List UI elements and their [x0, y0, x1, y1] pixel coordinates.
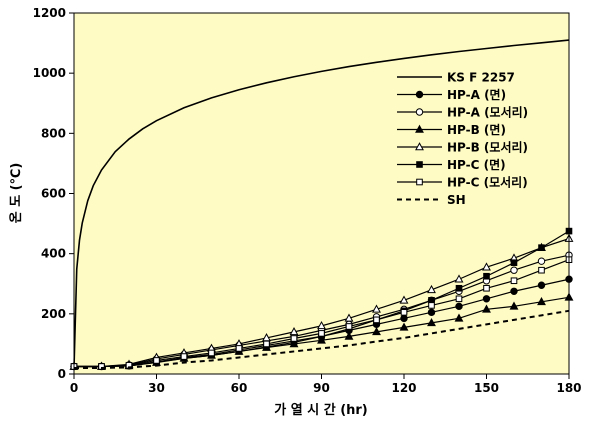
y-tick-label: 1200 [33, 6, 66, 20]
data-point-hp-b-face-3 [372, 327, 381, 336]
legend-label: HP-A (모서리) [447, 105, 528, 120]
y-tick-label: 1000 [33, 66, 66, 80]
data-point-hp-b-face-3 [427, 318, 436, 327]
legend-label: SH [447, 193, 466, 207]
data-point-hp-b-corner-4 [454, 274, 464, 283]
data-point-hp-c-corner-6 [428, 302, 435, 309]
x-tick-label: 180 [556, 381, 581, 395]
legend-label: HP-A (면) [447, 87, 506, 102]
data-point-hp-a-face-1 [482, 295, 491, 303]
series-line-sh-7 [74, 309, 570, 369]
data-point-hp-c-corner-6 [290, 335, 298, 342]
series-ks-f-2257-0 [73, 39, 570, 369]
legend-swatch-marker [416, 178, 423, 186]
axis-layer: 0 30 60 90 120 150 180 0 200 400 600 800 1000 1200 [33, 6, 582, 395]
data-point-hp-c-corner-6 [263, 340, 270, 348]
data-point-hp-b-corner-4 [317, 321, 326, 330]
data-point-hp-b-face-3 [317, 335, 326, 344]
data-point-hp-c-corner-6 [455, 295, 463, 303]
data-point-hp-c-corner-6 [345, 323, 353, 330]
data-point-hp-c-face-5 [483, 272, 490, 280]
x-tick-label: 60 [231, 381, 248, 395]
data-point-hp-b-face-3 [482, 304, 491, 313]
legend-item-hp-a-corner-2: HP-A (모서리) [397, 105, 528, 120]
x-tick-label: 30 [148, 381, 165, 395]
data-point-hp-c-corner-6 [373, 316, 380, 324]
data-point-hp-c-corner-6 [235, 345, 243, 352]
legend-swatch-marker [415, 108, 424, 116]
legend-label: KS F 2257 [447, 71, 515, 85]
data-point-hp-a-face-1 [427, 308, 436, 317]
legend-item-hp-b-face-3: HP-B (면) [397, 122, 506, 137]
data-point-hp-b-corner-4 [399, 295, 409, 304]
data-point-hp-c-corner-6 [153, 357, 160, 364]
legend-item-hp-c-corner-6: HP-C (모서리) [397, 175, 528, 190]
legend-swatch-marker [415, 90, 424, 99]
series-line-ks-f-2257-0 [73, 39, 570, 369]
data-point-hp-b-corner-4 [427, 284, 436, 294]
series-sh-7 [74, 309, 570, 369]
legend-label: HP-C (모서리) [447, 175, 528, 190]
legend-label: HP-B (모서리) [447, 140, 528, 155]
series-layer [69, 39, 574, 371]
y-tick-label: 200 [41, 307, 66, 321]
data-point-hp-b-face-3 [399, 322, 409, 331]
data-point-hp-c-corner-6 [538, 266, 545, 274]
data-point-hp-c-corner-6 [400, 309, 408, 316]
x-axis-title: 가 열 시 간 (hr) [274, 402, 368, 418]
data-point-hp-b-corner-4 [482, 262, 491, 271]
legend: KS F 2257 HP-A (면) HP-A (모서리) HP-B (면) HP-B … [397, 71, 528, 207]
x-tick-label: 150 [474, 381, 499, 395]
data-point-hp-b-face-3 [537, 296, 546, 306]
data-point-hp-c-corner-6 [483, 284, 490, 292]
data-point-hp-b-corner-4 [372, 304, 381, 313]
data-point-hp-a-corner-2 [510, 266, 518, 274]
plot-area [74, 13, 569, 374]
data-point-hp-c-corner-6 [318, 330, 325, 337]
data-point-hp-a-face-1 [510, 287, 518, 295]
legend-item-ks-f-2257-0: KS F 2257 [397, 71, 515, 85]
data-point-hp-b-face-3 [509, 301, 519, 310]
data-point-hp-a-face-1 [537, 281, 546, 289]
data-point-hp-b-corner-4 [344, 313, 354, 322]
legend-swatch-marker [416, 161, 423, 168]
data-point-hp-c-face-5 [510, 259, 518, 266]
y-tick-label: 600 [41, 187, 66, 201]
legend-label: HP-B (면) [447, 122, 506, 137]
data-point-hp-a-corner-2 [537, 257, 546, 265]
data-point-hp-c-corner-6 [98, 363, 105, 370]
legend-item-hp-a-face-1: HP-A (면) [397, 87, 506, 102]
y-tick-label: 0 [58, 367, 66, 381]
data-point-hp-c-corner-6 [510, 277, 518, 285]
data-point-hp-c-face-5 [455, 284, 463, 292]
legend-item-sh-7: SH [397, 193, 466, 207]
legend-item-hp-b-corner-4: HP-B (모서리) [397, 140, 528, 155]
legend-item-hp-c-face-5: HP-C (면) [397, 157, 506, 172]
data-point-hp-c-corner-6 [180, 353, 188, 360]
legend-swatch-marker [415, 124, 424, 133]
data-point-hp-b-corner-4 [289, 327, 299, 336]
data-point-hp-a-face-1 [455, 302, 463, 311]
legend-label: HP-C (면) [447, 157, 506, 172]
y-axis-title: 온 도 (℃) [9, 163, 24, 224]
data-point-hp-c-corner-6 [208, 349, 215, 357]
x-tick-label: 120 [391, 381, 416, 395]
y-tick-label: 400 [41, 247, 66, 261]
x-tick-label: 90 [313, 381, 330, 395]
data-point-hp-b-face-3 [454, 313, 464, 322]
series-hp-c-corner-6 [70, 256, 573, 370]
data-point-hp-a-face-1 [400, 314, 408, 323]
data-point-hp-c-face-5 [538, 244, 545, 251]
legend-swatch-marker [415, 142, 424, 151]
data-point-hp-b-face-3 [344, 331, 354, 340]
x-tick-label: 0 [70, 381, 78, 395]
y-tick-label: 800 [41, 126, 66, 140]
